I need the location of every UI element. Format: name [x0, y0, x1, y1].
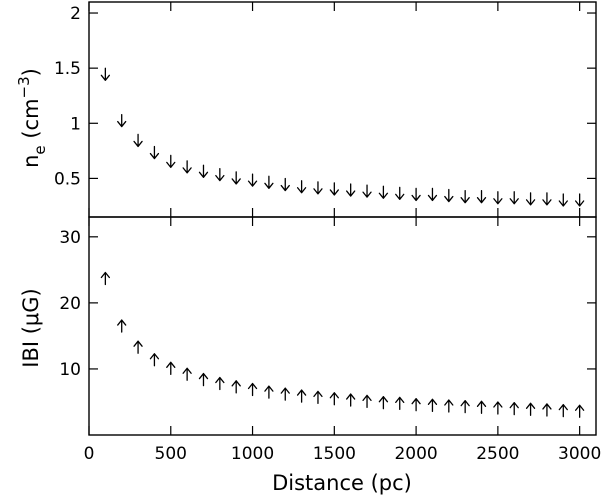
upper-limit-arrow — [313, 181, 323, 195]
lower-limit-arrow — [427, 398, 438, 412]
top-y-axis-label: ne (cm−3) — [15, 68, 49, 168]
upper-limit-arrow — [198, 164, 209, 178]
upper-limit-arrow — [247, 173, 258, 187]
lower-limit-arrow — [296, 389, 307, 403]
top-y-ticks: 0.5 1 1.5 2 — [54, 4, 596, 189]
upper-limit-arrow — [346, 183, 356, 197]
lower-limit-arrow — [574, 404, 585, 418]
upper-limit-arrow — [395, 186, 405, 201]
upper-limit-arrow — [525, 192, 536, 206]
lower-limit-arrow — [198, 372, 209, 387]
upper-limit-arrow — [264, 175, 274, 189]
lower-limit-arrow — [460, 399, 470, 414]
lower-limit-arrow — [117, 319, 127, 333]
upper-limit-arrow — [558, 193, 568, 207]
top-panel-frame — [88, 1, 597, 218]
lower-limit-arrow — [346, 393, 356, 407]
upper-limit-arrow — [460, 190, 470, 204]
upper-limit-arrow — [117, 113, 127, 128]
x-axis-label: Distance (pc) — [272, 471, 412, 495]
top-x-ticks — [88, 2, 581, 217]
lower-limit-arrow — [149, 353, 160, 367]
lower-limit-arrow — [313, 390, 323, 405]
lower-limit-arrow — [215, 376, 225, 391]
x-tick-label: 1000 — [231, 444, 274, 464]
lower-limit-arrow — [329, 392, 339, 406]
upper-limit-arrow — [329, 182, 339, 196]
y-tick-label: 20 — [59, 294, 81, 314]
upper-limit-arrow — [100, 67, 111, 81]
bottom-data-marks — [100, 271, 585, 418]
lower-limit-arrow — [362, 394, 372, 409]
upper-limit-arrow — [444, 188, 454, 203]
lower-limit-arrow — [493, 401, 503, 415]
bottom-panel: 10 20 30 0 500 1000 1500 2000 2500 3000 IBI (μG) — [19, 216, 601, 464]
y-tick-label: 0.5 — [54, 169, 81, 189]
lower-limit-arrow — [525, 402, 536, 416]
x-tick-label: 1500 — [313, 444, 356, 464]
bottom-y-axis-label: IBI (μG) — [19, 288, 43, 368]
lower-limit-arrow — [444, 399, 454, 413]
top-panel: 0.5 1 1.5 2 ne (cm−3) — [15, 1, 597, 218]
upper-limit-arrow — [542, 192, 552, 206]
lower-limit-arrow — [558, 403, 568, 418]
y-tick-label: 1 — [70, 114, 81, 134]
upper-limit-arrow — [378, 185, 389, 199]
upper-limit-arrow — [149, 145, 160, 160]
x-tick-label: 2500 — [476, 444, 519, 464]
y-tick-label: 1.5 — [54, 59, 81, 79]
upper-limit-arrow — [280, 177, 290, 192]
upper-limit-arrow — [427, 187, 438, 202]
bottom-panel-frame — [88, 216, 597, 436]
upper-limit-arrow — [182, 160, 192, 174]
upper-limit-arrow — [509, 191, 519, 205]
upper-limit-arrow — [166, 154, 176, 169]
lower-limit-arrow — [411, 398, 421, 412]
lower-limit-arrow — [280, 387, 290, 401]
upper-limit-arrow — [493, 191, 503, 205]
y-tick-label: 30 — [59, 228, 81, 248]
upper-limit-arrow — [362, 184, 372, 198]
x-tick-label: 500 — [155, 444, 187, 464]
upper-limit-arrow — [411, 187, 421, 202]
upper-limit-arrow — [476, 190, 487, 204]
upper-limit-arrow — [574, 193, 585, 207]
lower-limit-arrow — [509, 401, 519, 416]
x-tick-label: 3000 — [558, 444, 601, 464]
upper-limit-arrow — [296, 180, 307, 194]
lower-limit-arrow — [476, 400, 487, 414]
upper-limit-arrow — [133, 133, 143, 148]
lower-limit-arrow — [378, 396, 389, 410]
bottom-y-ticks: 10 20 30 — [59, 228, 596, 380]
lower-limit-arrow — [133, 340, 143, 354]
lower-limit-arrow — [247, 382, 258, 397]
y-tick-label: 2 — [70, 4, 81, 24]
lower-limit-arrow — [166, 361, 176, 375]
y-tick-label: 10 — [59, 360, 81, 380]
x-tick-label: 2000 — [394, 444, 437, 464]
lower-limit-arrow — [542, 403, 552, 417]
lower-limit-arrow — [264, 385, 274, 399]
upper-limit-arrow — [215, 167, 225, 182]
lower-limit-arrow — [182, 367, 192, 381]
x-tick-label: 0 — [84, 444, 95, 464]
lower-limit-arrow — [395, 396, 405, 410]
upper-limit-arrow — [231, 171, 241, 185]
bottom-x-ticks: 0 500 1000 1500 2000 2500 3000 — [84, 217, 601, 464]
lower-limit-arrow — [100, 271, 111, 286]
lower-limit-arrow — [231, 380, 241, 394]
top-data-marks — [100, 67, 585, 207]
